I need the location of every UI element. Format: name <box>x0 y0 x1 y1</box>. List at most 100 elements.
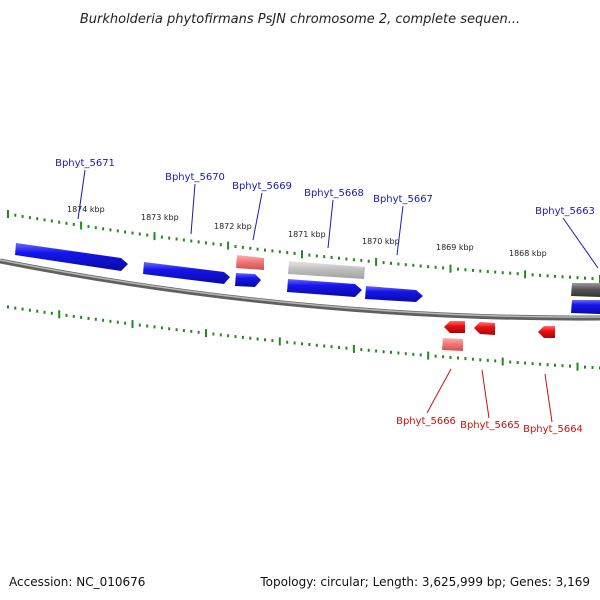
tick-major <box>80 221 83 230</box>
gene-label-bphyt-5668[interactable]: Bphyt_5668 <box>304 188 364 199</box>
tick-minor <box>442 266 445 270</box>
tick-minor <box>427 265 430 269</box>
gene-label-bphyt-5667[interactable]: Bphyt_5667 <box>373 194 433 205</box>
gene-arrow-bphyt-5669[interactable] <box>235 273 261 287</box>
tick-minor <box>234 245 237 248</box>
gene-arrow-bphyt-5663b[interactable] <box>571 300 600 314</box>
tick-minor <box>205 241 207 245</box>
leader-line <box>426 368 452 414</box>
tick-minor <box>58 220 61 224</box>
tick-minor <box>212 332 215 336</box>
leader-line <box>327 199 334 249</box>
tick-minor <box>14 306 17 310</box>
tick-minor <box>539 362 542 366</box>
tick-minor <box>43 310 46 314</box>
tick-minor <box>546 274 549 278</box>
tick-minor <box>138 232 141 236</box>
tick-minor <box>338 256 340 260</box>
tick-minor <box>256 337 259 341</box>
tick-minor <box>14 213 17 217</box>
gene-pseudo-bphyt-5668[interactable] <box>288 261 365 279</box>
tick-minor <box>345 257 348 261</box>
tick-minor <box>72 314 75 318</box>
tick-minor <box>352 258 355 262</box>
tick-minor <box>367 348 370 352</box>
tick-minor <box>524 361 527 365</box>
tick-minor <box>367 259 370 263</box>
tick-minor <box>138 323 141 327</box>
gene-arrow-bphyt-5665[interactable] <box>474 322 495 335</box>
gene-arrow-bphyt-5667[interactable] <box>365 286 423 302</box>
gene-pseudo-bphyt-5663[interactable] <box>571 283 600 297</box>
gene-label-bphyt-5669[interactable]: Bphyt_5669 <box>232 181 292 192</box>
map-title: Burkholderia phytofirmans PsJN chromosom… <box>80 12 520 27</box>
gene-pseudo-bphyt-5669[interactable] <box>236 255 264 270</box>
tick-minor <box>397 262 400 266</box>
tick-minor <box>509 271 512 275</box>
forward-gene-labels: Bphyt_5671 Bphyt_5670 Bphyt_5669 Bphyt_5… <box>55 158 599 269</box>
tick-minor <box>249 246 252 250</box>
tick-minor <box>182 329 185 332</box>
gene-label-bphyt-5670[interactable]: Bphyt_5670 <box>165 172 225 183</box>
tick-minor <box>457 356 459 360</box>
gene-label-bphyt-5664[interactable]: Bphyt_5664 <box>523 424 583 435</box>
tick-major <box>501 357 504 366</box>
gene-label-bphyt-5666[interactable]: Bphyt_5666 <box>396 416 456 427</box>
tick-minor <box>286 340 289 344</box>
tick-minor <box>434 354 437 358</box>
tick-minor <box>584 365 586 369</box>
gene-arrow-bphyt-5671[interactable] <box>15 243 128 271</box>
gene-label-bphyt-5665[interactable]: Bphyt_5665 <box>460 420 520 431</box>
topology-text: Topology: circular; Length: 3,625,999 bp… <box>259 575 590 589</box>
tick-major <box>427 351 430 360</box>
tick-minor <box>227 334 230 338</box>
tick-minor <box>293 341 296 345</box>
tick-minor <box>124 230 127 234</box>
tick-minor <box>72 222 75 226</box>
tick-minor <box>94 317 97 321</box>
tick-minor <box>146 324 149 328</box>
tick-minor <box>21 307 24 311</box>
gene-arrow-bphyt-5668[interactable] <box>287 279 362 297</box>
forward-gene-row-upper <box>15 243 600 297</box>
tick-minor <box>382 350 385 354</box>
kbp-scale: 1874 kbp 1873 kbp 1872 kbp 1871 kbp 1870… <box>67 205 547 258</box>
gene-arrow-bphyt-5666[interactable] <box>444 321 465 333</box>
tick-minor <box>516 272 519 276</box>
tick-minor <box>471 268 474 272</box>
tick-minor <box>516 361 519 365</box>
tick-minor <box>397 351 400 355</box>
tick-minor <box>87 316 90 320</box>
tick-minor <box>501 271 504 275</box>
tick-minor <box>591 277 594 281</box>
gene-label-bphyt-5663[interactable]: Bphyt_5663 <box>535 206 595 217</box>
tick-minor <box>175 328 178 332</box>
tick-minor <box>471 357 474 361</box>
tick-minor <box>116 320 119 324</box>
tick-minor <box>175 237 178 241</box>
tick-minor <box>584 276 586 280</box>
gene-arrow-bphyt-5664[interactable] <box>538 326 555 338</box>
gene-pseudo-bphyt-5666[interactable] <box>442 338 463 351</box>
tick-minor <box>28 216 31 220</box>
tick-minor <box>531 273 534 277</box>
gene-label-bphyt-5671[interactable]: Bphyt_5671 <box>55 158 115 169</box>
tick-minor <box>539 273 542 277</box>
tick-minor <box>531 362 534 366</box>
tick-minor <box>390 261 392 265</box>
tick-minor <box>197 240 200 244</box>
tick-major <box>301 250 303 259</box>
tick-minor <box>375 349 378 353</box>
tick-minor <box>345 346 348 350</box>
tick-minor <box>50 219 53 223</box>
tick-major <box>576 362 579 371</box>
gene-arrow-bphyt-5670[interactable] <box>143 262 230 284</box>
tick-minor <box>591 366 594 369</box>
chromosome-backbone <box>0 258 600 321</box>
tick-minor <box>212 242 215 246</box>
tick-minor <box>241 335 244 339</box>
tick-minor <box>509 360 512 364</box>
tick-minor <box>360 348 363 352</box>
tick-major <box>131 320 134 329</box>
tick-major <box>375 257 378 266</box>
